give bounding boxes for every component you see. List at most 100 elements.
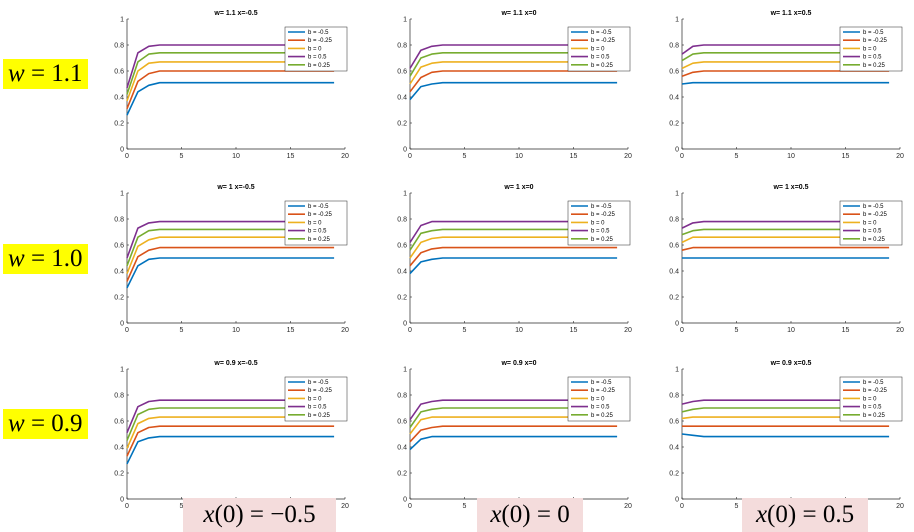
y-tick-label: 1 [120,367,124,374]
legend-entry: b = 0 [308,396,322,402]
x-tick-label: 20 [896,503,904,510]
legend-entry: b = -0.25 [863,38,888,44]
x-tick-label: 10 [787,153,795,160]
series-line [681,220,890,229]
series-line [126,61,335,102]
plot-title: w= 0.9 x=-0.5 [213,360,257,367]
row-label-var: w [8,410,25,437]
x-tick-label: 20 [624,153,632,160]
col-label-value: 0.5 [822,501,855,528]
plot-title: w= 1.1 x=0 [500,10,536,17]
x-tick-label: 0 [408,153,412,160]
series-line [409,257,618,275]
series-line [409,70,618,93]
y-tick-label: 1 [675,17,679,24]
subplot-2-3: w= 1 x=0.500.20.40.60.810 5 10 15 20b = -0.5… [669,184,904,334]
x-tick-label: 20 [624,327,632,334]
legend-entry: b = -0.5 [308,204,329,210]
x-tick-label: 0 [125,327,129,334]
legend-entry: b = -0.5 [591,30,612,36]
row-label-eq: = [30,245,46,272]
series-line [409,416,618,435]
plot-title: w= 1 x=-0.5 [216,184,254,191]
series-line [681,399,890,405]
y-tick-label: 0.8 [397,217,407,224]
x-tick-label: 10 [515,327,523,334]
row-label-var: w [8,60,25,87]
y-tick-label: 0.8 [397,393,407,400]
series-line [126,51,335,95]
y-tick-label: 0.2 [397,121,407,128]
series-line [126,81,335,116]
x-tick-label: 20 [896,153,904,160]
y-tick-label: 0.4 [669,445,679,452]
series-line [409,246,618,267]
y-tick-label: 0.4 [114,269,124,276]
plot-title: w= 1.1 x=-0.5 [213,10,257,17]
x-tick-label: 5 [735,503,739,510]
y-tick-label: 0 [675,497,679,504]
series-line [409,81,618,101]
y-tick-label: 1 [675,191,679,198]
y-tick-label: 0 [120,497,124,504]
series-line [681,407,890,413]
y-tick-label: 0.6 [669,419,679,426]
x-tick-label: 0 [408,327,412,334]
y-tick-label: 0 [403,147,407,154]
series-line [681,81,890,85]
x-tick-label: 15 [842,153,850,160]
series-line [681,228,890,236]
y-tick-label: 1 [403,191,407,198]
legend-entry: b = -0.5 [863,204,884,210]
legend-entry: b = 0.5 [308,405,327,411]
legend-entry: b = 0.25 [591,63,614,69]
y-tick-label: 1 [403,17,407,24]
legend-entry: b = -0.25 [308,388,333,394]
x-tick-label: 20 [896,327,904,334]
y-tick-label: 0 [120,147,124,154]
y-tick-label: 0.4 [114,95,124,102]
x-tick-label: 10 [232,153,240,160]
col-label-eq: = [249,501,264,528]
series-line [409,61,618,85]
legend-entry: b = 0.25 [308,237,331,243]
series-line [126,236,335,274]
col-label-x0-0-5: x(0) = 0.5 [742,498,868,532]
series-line [126,435,335,465]
y-tick-label: 0.6 [114,243,124,250]
y-tick-label: 0.8 [669,393,679,400]
x-tick-label: 5 [735,327,739,334]
y-tick-label: 0.2 [114,295,124,302]
col-label-arg: 0 [222,501,236,528]
x-tick-label: 5 [735,153,739,160]
y-tick-label: 0 [403,321,407,328]
x-tick-label: 0 [125,503,129,510]
legend-entry: b = 0.5 [863,229,882,235]
series-line [126,425,335,457]
y-tick-label: 0 [120,321,124,328]
col-label-arg: 0 [775,501,788,528]
plot-title: w= 0.9 x=0 [500,360,536,367]
series-line [681,44,890,55]
legend-entry: b = 0 [591,220,605,226]
series-line [126,44,335,89]
y-tick-label: 0.6 [114,419,124,426]
subplot-1-2: w= 1.1 x=000.20.40.60.810 5 10 15 20b = -0.5… [397,10,632,160]
y-tick-label: 0.2 [397,471,407,478]
col-label-var: x [755,501,768,528]
y-tick-label: 0.8 [397,43,407,50]
legend-entry: b = 0 [863,220,877,226]
legend-entry: b = 0 [591,396,605,402]
legend-entry: b = -0.25 [591,212,616,218]
y-tick-label: 0.4 [669,95,679,102]
x-tick-label: 5 [180,503,184,510]
legend-entry: b = 0.25 [591,237,614,243]
series-line [409,399,618,421]
subplot-2-1: w= 1 x=-0.500.20.40.60.810 5 10 15 20b = -0.… [114,184,349,334]
legend-entry: b = 0.25 [591,413,614,419]
x-tick-label: 15 [842,327,850,334]
y-tick-label: 0.2 [669,295,679,302]
series-line [409,44,618,69]
legend-entry: b = -0.25 [863,212,888,218]
